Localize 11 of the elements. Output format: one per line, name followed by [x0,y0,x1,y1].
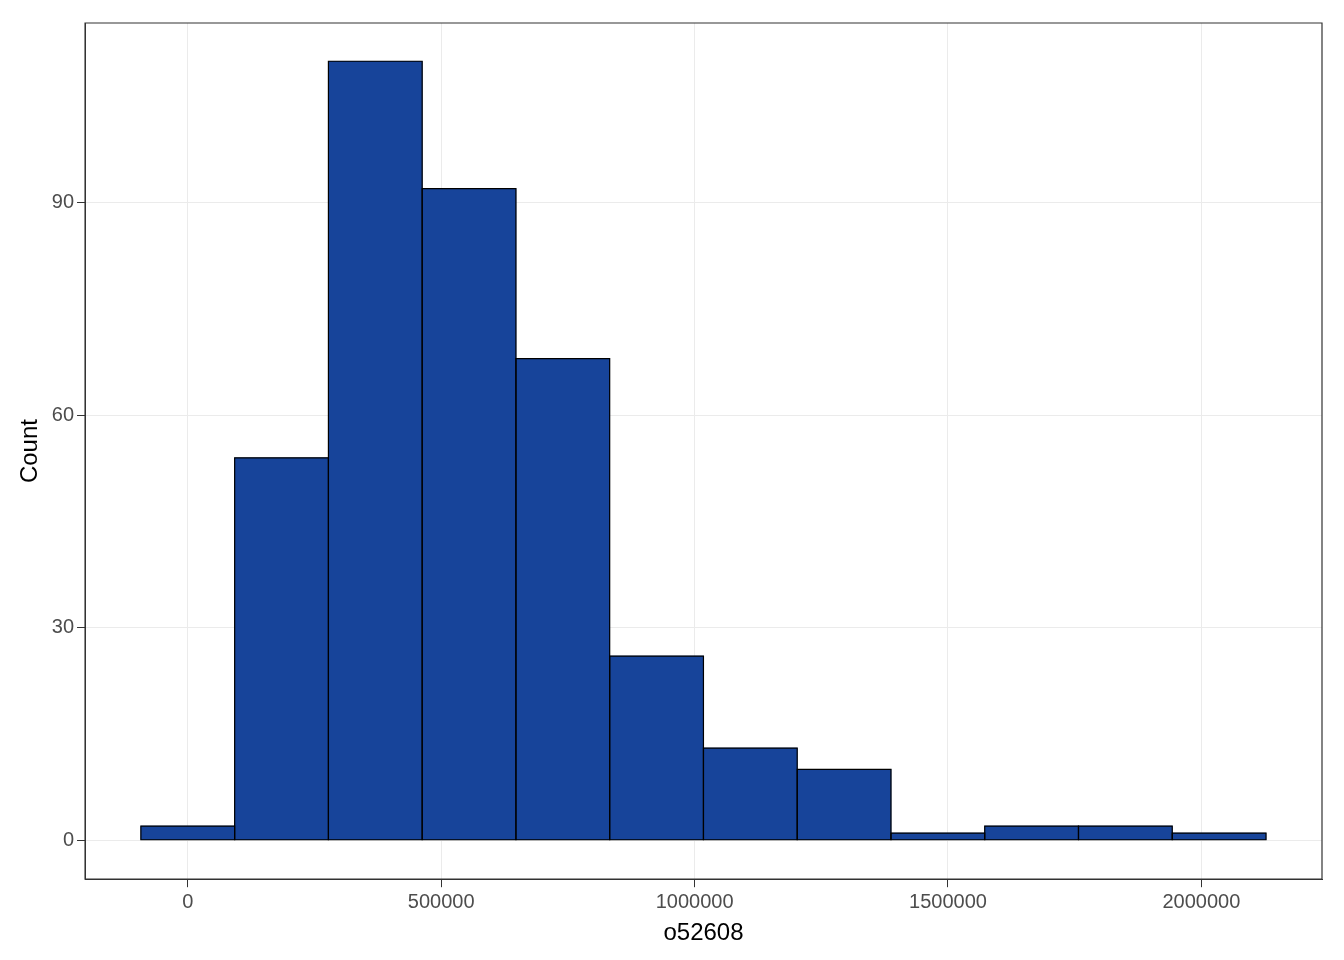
x-axis-title: o52608 [663,918,744,946]
y-tick-label: 0 [62,827,75,850]
y-tick-label: 30 [51,615,75,638]
x-tick-label: 1000000 [655,889,734,912]
x-tick-label: 0 [182,889,194,912]
x-tick-label: 1500000 [909,889,987,912]
y-tick-label: 60 [51,402,75,425]
y-axis-title: Count [15,418,43,484]
x-tick-label: 500000 [407,889,475,912]
x-tick-label: 2000000 [1162,889,1241,912]
y-tick-label: 90 [51,190,75,213]
